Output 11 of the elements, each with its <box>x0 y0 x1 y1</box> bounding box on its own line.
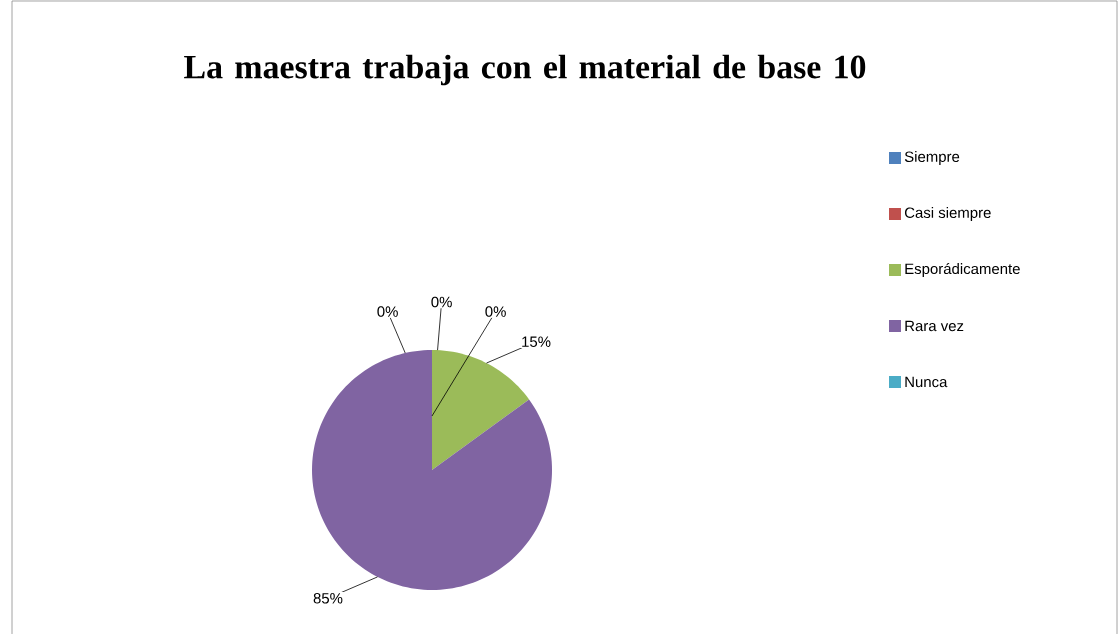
text: 0% <box>485 306 506 317</box>
text: 0% <box>377 306 398 317</box>
text: 0% <box>431 296 452 308</box>
data-label: 15% <box>522 336 551 347</box>
legend-label: Nunca <box>905 376 948 388</box>
legend-label: Casi siempre <box>904 207 991 221</box>
data-label: 85% <box>313 592 343 604</box>
legend-label: Esporádicamente <box>905 262 1020 278</box>
chart-title: La maestra trabaja con el material de base 10 <box>184 54 866 86</box>
legend-label: Siempre <box>904 151 960 165</box>
legend-label: Rara vez <box>905 320 964 332</box>
